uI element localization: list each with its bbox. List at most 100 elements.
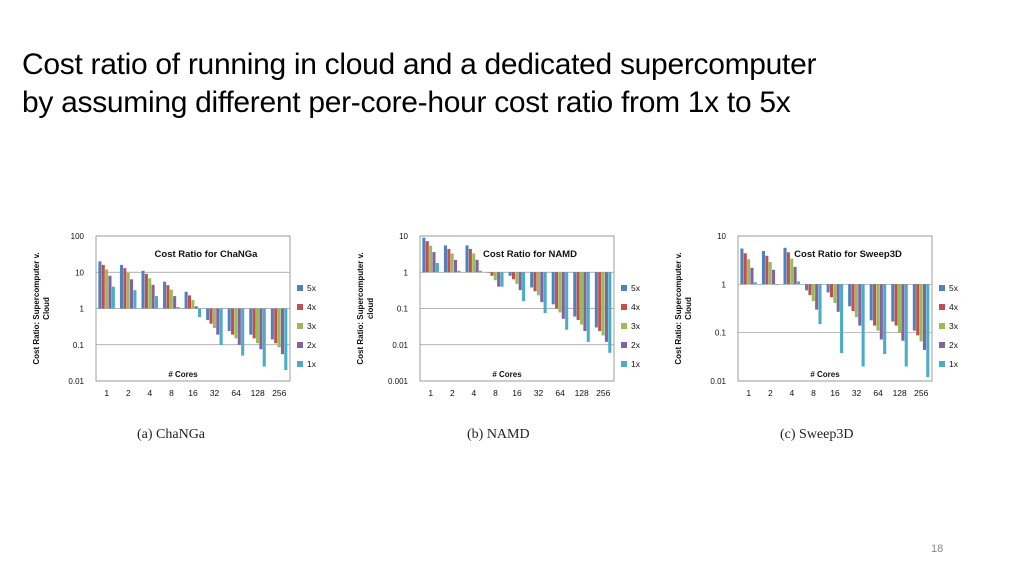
y-tick-label: 0.01 (710, 377, 726, 386)
chart-title: Cost Ratio for ChaNGa (155, 249, 259, 260)
bar (111, 286, 115, 309)
bar (454, 259, 458, 273)
legend-label: 1x (307, 359, 317, 369)
bar (432, 252, 436, 273)
bar (840, 284, 844, 353)
legend-swatch (297, 304, 303, 310)
chart-changa: 0.01 0.1 1 10 100 1 2 4 8 16 32 64 128 256 Cost Ratio … (28, 218, 328, 450)
x-tick-label: 256 (914, 388, 928, 398)
bar (194, 306, 198, 309)
x-tick-label: 8 (493, 388, 498, 398)
bar (475, 259, 479, 273)
slide-title-line-2: by assuming different per-core-hour cost… (22, 86, 791, 119)
bar (154, 296, 158, 309)
bar (891, 284, 895, 322)
bar (922, 284, 926, 350)
bar (500, 272, 504, 287)
bar (508, 272, 512, 276)
x-tick-label: 1 (746, 388, 751, 398)
legend-label: 4x (949, 302, 959, 312)
bar (468, 248, 472, 273)
x-tick-label: 16 (512, 388, 522, 398)
bar (916, 284, 920, 336)
y-axis-label-line-2: Cloud (684, 297, 693, 320)
legend-swatch (939, 285, 945, 291)
bar (912, 284, 916, 331)
bar (490, 272, 494, 276)
bar (219, 308, 223, 345)
bar (237, 308, 241, 345)
bar (151, 284, 155, 309)
bar (166, 285, 170, 309)
y-tick-label: 0.1 (397, 305, 409, 314)
bar (227, 308, 231, 331)
legend-label: 5x (307, 283, 317, 293)
bar (786, 252, 790, 285)
x-tick-label: 1 (428, 388, 433, 398)
legend-label: 5x (949, 283, 959, 293)
bar (790, 258, 794, 285)
y-tick-label: 10 (75, 268, 84, 277)
bar (561, 272, 565, 319)
bar (565, 272, 569, 330)
bar (579, 272, 584, 325)
bar (805, 284, 809, 291)
bar (811, 284, 815, 302)
bar (747, 259, 751, 285)
y-tick-label: 0.1 (715, 329, 727, 338)
bar (594, 272, 598, 328)
y-tick-label: 1 (722, 280, 727, 289)
legend-swatch (939, 304, 945, 310)
bar (187, 295, 192, 309)
legend-swatch (939, 361, 945, 367)
caption-changa: (a) ChaNGa (137, 427, 206, 442)
y-axis-label-line-2: cloud (366, 298, 375, 319)
bar (530, 272, 534, 288)
legend-label: 3x (949, 321, 959, 331)
bar (184, 291, 188, 309)
bar (573, 272, 577, 317)
legend-swatch (621, 304, 627, 310)
y-tick-label: 0.01 (392, 341, 408, 350)
x-tick-label: 128 (575, 388, 589, 398)
bar (904, 284, 908, 367)
bar (536, 272, 540, 296)
x-tick-label: 256 (272, 388, 286, 398)
bar (450, 253, 454, 273)
bar (833, 284, 837, 304)
x-tick-label: 64 (873, 388, 883, 398)
bar (861, 284, 865, 367)
bar (772, 269, 776, 285)
bar (191, 300, 195, 309)
bar (169, 289, 173, 309)
bar (818, 284, 822, 325)
bar (443, 245, 447, 273)
bar (465, 245, 469, 273)
x-tick-label: 4 (472, 388, 477, 398)
bar (105, 269, 109, 309)
y-axis-label-line-1: Cost Ratio: Supercomputer v. (674, 252, 683, 364)
bar (753, 282, 757, 285)
bar (783, 247, 787, 285)
bar (119, 264, 123, 309)
bar (750, 267, 754, 285)
bar (262, 308, 266, 367)
y-tick-label: 0.001 (388, 377, 409, 386)
x-axis-label: # Cores (492, 370, 522, 379)
chart-svg: 0.001 0.01 0.1 1 10 1 2 4 8 16 32 64 128 256 Cost Rati… (356, 232, 641, 398)
bar (743, 253, 747, 285)
caption-namd: (b) NAMD (467, 427, 530, 442)
bar (277, 308, 281, 348)
bar (848, 284, 852, 307)
bar (604, 272, 608, 342)
x-tick-label: 16 (188, 388, 198, 398)
bar (209, 308, 213, 324)
x-tick-label: 4 (148, 388, 153, 398)
bar (836, 284, 840, 312)
chart-svg: 0.01 0.1 1 10 1 2 4 8 16 32 64 128 256 Cost Ratio for… (674, 232, 959, 398)
bar (198, 308, 202, 318)
bar (478, 270, 482, 273)
bar (518, 272, 522, 291)
bar (206, 308, 210, 321)
bar (472, 253, 476, 273)
